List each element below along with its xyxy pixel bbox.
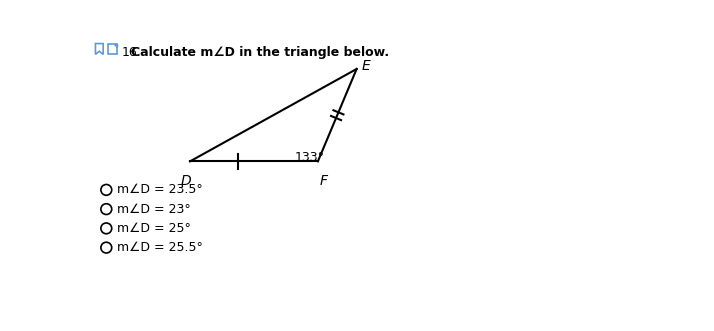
Text: D: D: [181, 174, 191, 188]
Text: m∠D = 23°: m∠D = 23°: [117, 203, 191, 215]
Text: 133°: 133°: [295, 151, 325, 164]
Polygon shape: [114, 44, 117, 47]
Text: m∠D = 25°: m∠D = 25°: [117, 222, 191, 235]
Text: E: E: [361, 59, 370, 73]
Text: Calculate m∠D in the triangle below.: Calculate m∠D in the triangle below.: [131, 46, 389, 59]
Text: m∠D = 23.5°: m∠D = 23.5°: [117, 183, 203, 196]
Text: 16.: 16.: [122, 46, 141, 59]
Text: F: F: [319, 174, 328, 188]
Text: m∠D = 25.5°: m∠D = 25.5°: [117, 241, 203, 254]
